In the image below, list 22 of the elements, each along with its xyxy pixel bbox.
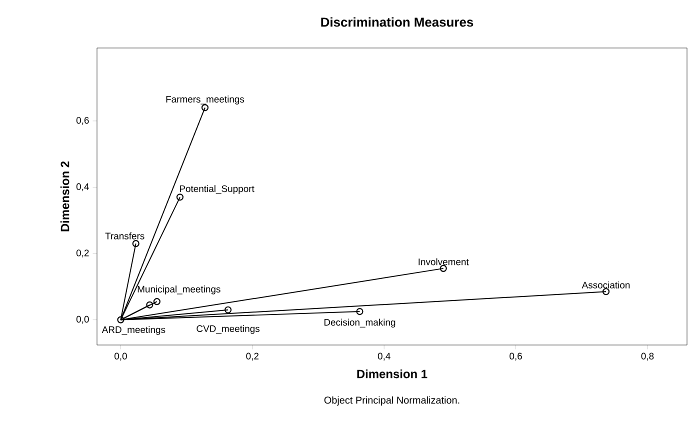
annotation: Farmers_meetings [166,96,244,104]
x-tick-label: 0,8 [641,352,654,361]
annotation: Association [582,281,630,288]
annotation: Decision_making [324,318,396,328]
text: Object Principal Normalization. [324,396,460,406]
y-tick-label: 0,0 [76,316,89,324]
annotation: Transfers [105,232,144,240]
annotation: Involvement [418,258,469,266]
x-tick-label: 0,0 [114,352,127,361]
y-axis-title: Dimension 2 [60,161,70,232]
x-tick-label: 0,4 [378,352,390,361]
y-tick-label: 0,6 [76,117,89,125]
y-tick-label: 0,2 [76,250,89,258]
chart-title: Discrimination Measures [321,17,474,27]
x-axis-title: Dimension 1 [357,369,428,378]
annotation: Potential_Support [180,185,254,194]
x-tick-label: 0,2 [246,352,259,361]
x-tick-label: 0,6 [510,352,522,361]
annotation: Municipal_meetings [138,286,220,294]
y-tick-label: 0,4 [76,183,89,192]
annotation: ARD_meetings [102,326,166,335]
annotation: CVD_meetings [196,325,260,334]
